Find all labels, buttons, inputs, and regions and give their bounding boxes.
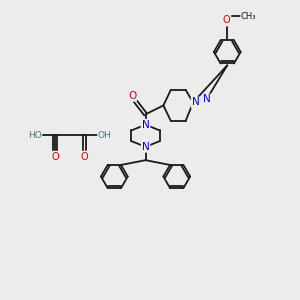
Text: OH: OH — [98, 130, 112, 140]
Text: N: N — [142, 142, 149, 152]
Text: N: N — [202, 94, 210, 104]
Text: O: O — [223, 15, 230, 25]
Text: CH₃: CH₃ — [241, 12, 256, 21]
Text: HO: HO — [28, 130, 42, 140]
Text: N: N — [142, 120, 149, 130]
Text: N: N — [192, 98, 199, 107]
Text: O: O — [128, 91, 136, 100]
Text: O: O — [81, 152, 88, 161]
Text: O: O — [51, 152, 59, 161]
Text: N: N — [142, 120, 149, 130]
